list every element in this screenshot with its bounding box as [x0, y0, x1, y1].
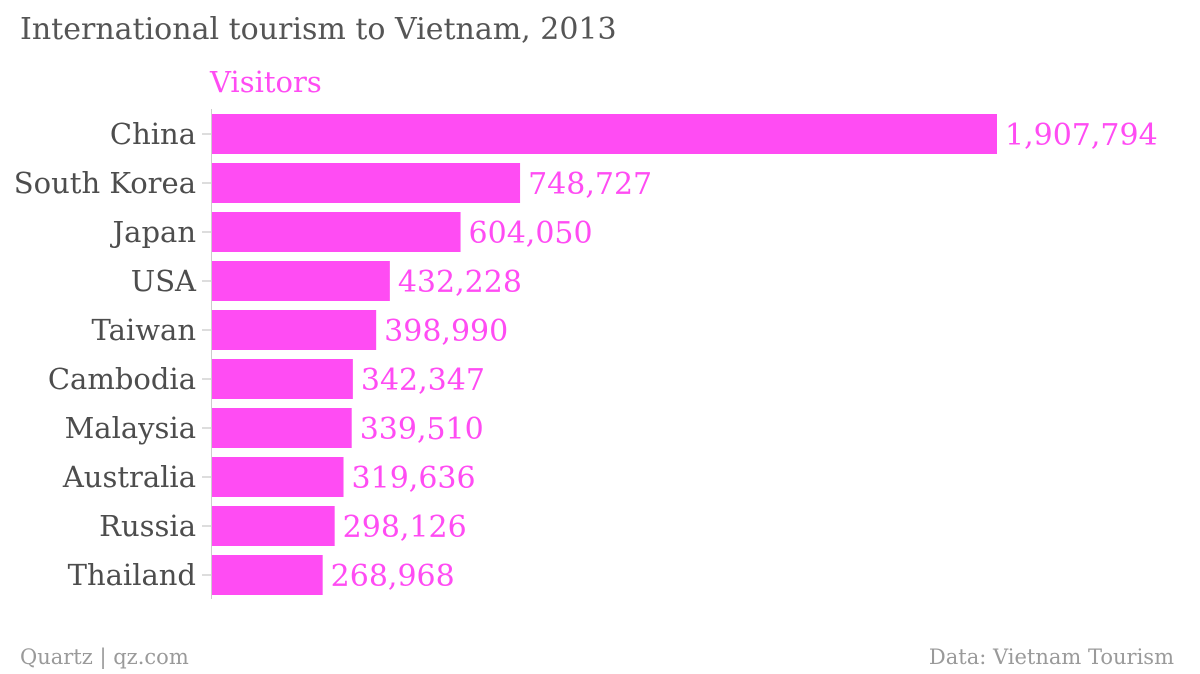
category-label: USA [131, 264, 197, 298]
value-label: 342,347 [361, 363, 485, 398]
bar-australia [212, 457, 344, 497]
category-label: Taiwan [92, 313, 196, 347]
category-label: Australia [62, 460, 196, 494]
value-label: 268,968 [331, 559, 455, 594]
value-label: 748,727 [528, 167, 652, 202]
category-label: Malaysia [65, 411, 196, 445]
value-label: 432,228 [398, 265, 522, 300]
bar-japan [212, 212, 461, 252]
category-label: China [110, 117, 196, 151]
value-label: 298,126 [343, 510, 467, 545]
category-label: Russia [99, 509, 196, 543]
category-label: Japan [110, 215, 196, 249]
value-label: 319,636 [352, 461, 476, 496]
bar-usa [212, 261, 390, 301]
footer-credit: Quartz | qz.com [20, 645, 189, 669]
value-label: 1,907,794 [1005, 118, 1158, 153]
bar-russia [212, 506, 335, 546]
bar-thailand [212, 555, 323, 595]
category-label: South Korea [14, 166, 196, 200]
footer-source: Data: Vietnam Tourism [928, 645, 1174, 669]
value-label: 604,050 [469, 216, 593, 251]
bar-malaysia [212, 408, 352, 448]
bars-group: China 1,907,794 South Korea 748,727 Japan 604… [14, 109, 1158, 599]
value-label: 339,510 [360, 412, 484, 447]
value-label: 398,990 [384, 314, 508, 349]
bar-cambodia [212, 359, 353, 399]
bar-taiwan [212, 310, 377, 350]
series-label: Visitors [209, 65, 322, 99]
chart-title: International tourism to Vietnam, 2013 [20, 12, 617, 47]
bar-china [212, 114, 997, 154]
category-label: Thailand [68, 558, 196, 592]
bar-south-korea [212, 163, 521, 203]
category-label: Cambodia [48, 362, 196, 396]
